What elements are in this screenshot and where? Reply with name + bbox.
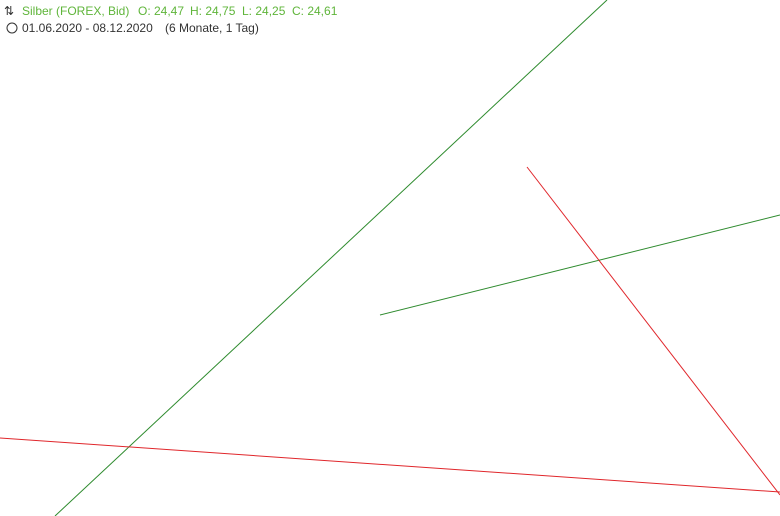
interval: (6 Monate, 1 Tag) (165, 21, 259, 35)
trendline (379, 214, 780, 316)
trendline (526, 166, 780, 496)
header-bg (0, 0, 330, 38)
icon: ⇅ (4, 4, 14, 18)
title-text: Silber (FOREX, Bid) (22, 4, 129, 18)
header-o: O: 24,47 (138, 4, 184, 18)
clock-icon (6, 22, 18, 34)
period: 01.06.2020 - 08.12.2020 (22, 21, 153, 35)
header-c: C: 24,61 (292, 4, 338, 18)
chart-title: Silber (FOREX, Bid) (22, 4, 129, 18)
trendline (0, 437, 780, 493)
header-l: L: 24,25 (242, 4, 286, 18)
header-h: H: 24,75 (190, 4, 236, 18)
trendline (54, 0, 608, 516)
